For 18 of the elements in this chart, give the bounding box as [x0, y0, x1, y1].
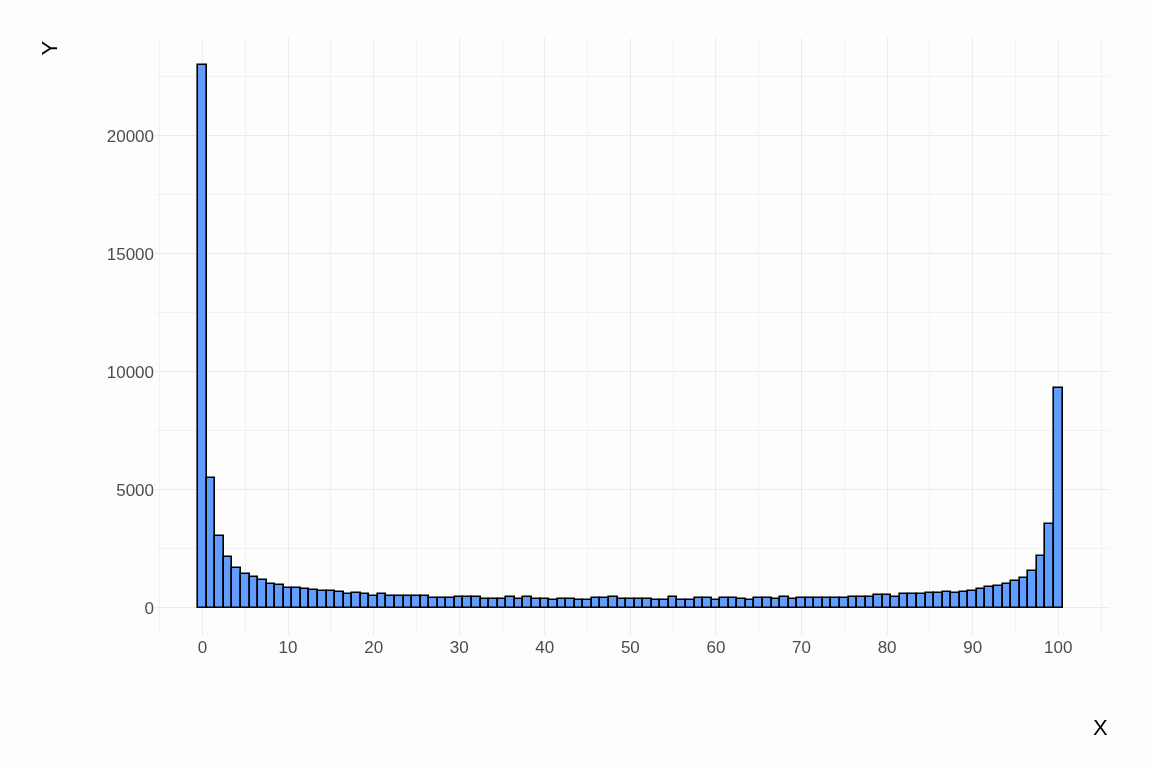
x-tick-label: 60	[706, 638, 726, 657]
x-tick-label: 90	[963, 638, 983, 657]
x-tick-label: 80	[877, 638, 897, 657]
y-tick-label: 15000	[106, 244, 154, 264]
x-tick-label: 10	[278, 638, 298, 657]
x-tick-label: 40	[535, 638, 555, 657]
y-tick-label: 20000	[106, 126, 154, 146]
x-tick-label: 20	[364, 638, 384, 657]
x-tick-label: 0	[197, 638, 208, 657]
y-tick-label: 0	[144, 598, 154, 618]
x-tick-label: 70	[792, 638, 811, 657]
y-tick-label: 10000	[106, 362, 154, 382]
x-tick-label: 100	[1044, 638, 1073, 657]
x-tick-label: 30	[449, 638, 469, 657]
x-tick-label: 50	[620, 638, 640, 657]
y-tick-label: 5000	[116, 480, 154, 500]
y-axis-title: Y	[37, 40, 63, 56]
x-axis-title: X	[1093, 715, 1108, 740]
